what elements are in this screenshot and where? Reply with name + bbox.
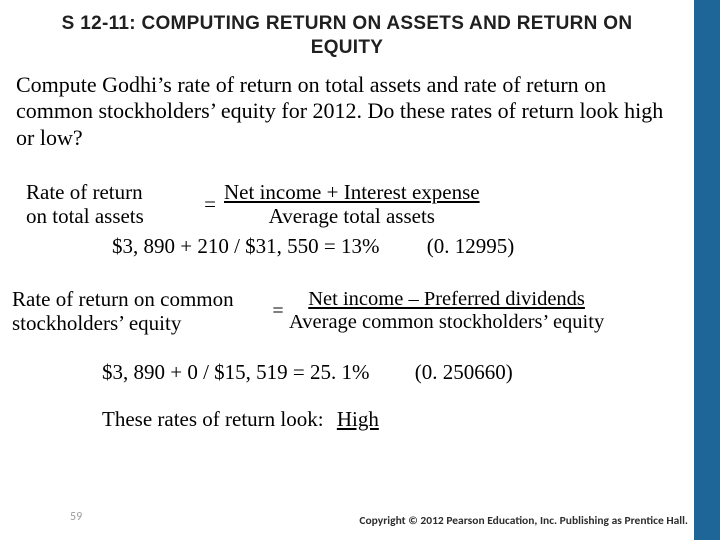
copyright-notice: Copyright © 2012 Pearson Education, Inc.… bbox=[318, 514, 688, 528]
problem-prompt: Compute Godhi’s rate of return on total … bbox=[12, 70, 682, 152]
formula-roa-lhs: Rate of return on total assets bbox=[26, 180, 196, 228]
calc-roa: $3, 890 + 210 / $31, 550 = 13% (0. 12995… bbox=[12, 234, 682, 259]
conclusion-answer: High bbox=[337, 407, 379, 431]
conclusion: These rates of return look: High bbox=[12, 407, 682, 432]
formula-roa-denominator: Average total assets bbox=[224, 204, 480, 228]
conclusion-text: These rates of return look: bbox=[102, 407, 324, 431]
slide-title: S 12-11: COMPUTING RETURN ON ASSETS AND … bbox=[12, 10, 682, 70]
formula-roe-rhs: Net income – Preferred dividends Average… bbox=[289, 288, 604, 335]
formula-roa-rhs: Net income + Interest expense Average to… bbox=[224, 180, 480, 228]
formula-roe-denominator: Average common stockholders’ equity bbox=[289, 311, 604, 335]
calc-roe-decimal: (0. 250660) bbox=[415, 360, 513, 385]
side-accent-stripe bbox=[694, 0, 720, 540]
formula-roa-lhs-line2: on total assets bbox=[26, 204, 196, 228]
formula-roe-lhs-line1: Rate of return on common bbox=[12, 287, 267, 311]
calc-roa-decimal: (0. 12995) bbox=[427, 234, 515, 259]
formula-roe-lhs-line2: stockholders’ equity bbox=[12, 311, 267, 335]
formula-roa: Rate of return on total assets = Net inc… bbox=[12, 180, 682, 228]
equals-sign: = bbox=[196, 192, 224, 217]
formula-roe-numerator: Net income – Preferred dividends bbox=[289, 288, 604, 312]
equals-sign: = bbox=[267, 300, 289, 323]
formula-roa-numerator: Net income + Interest expense bbox=[224, 180, 480, 204]
calc-roa-expression: $3, 890 + 210 / $31, 550 = 13% bbox=[112, 234, 380, 258]
formula-roe: Rate of return on common stockholders’ e… bbox=[12, 287, 682, 335]
calc-roe-expression: $3, 890 + 0 / $15, 519 = 25. 1% bbox=[102, 360, 370, 384]
slide-number: 59 bbox=[70, 510, 82, 524]
formula-roe-lhs: Rate of return on common stockholders’ e… bbox=[12, 287, 267, 335]
formula-roa-lhs-line1: Rate of return bbox=[26, 180, 196, 204]
calc-roe: $3, 890 + 0 / $15, 519 = 25. 1% (0. 2506… bbox=[12, 360, 682, 385]
slide-content: S 12-11: COMPUTING RETURN ON ASSETS AND … bbox=[0, 0, 694, 540]
